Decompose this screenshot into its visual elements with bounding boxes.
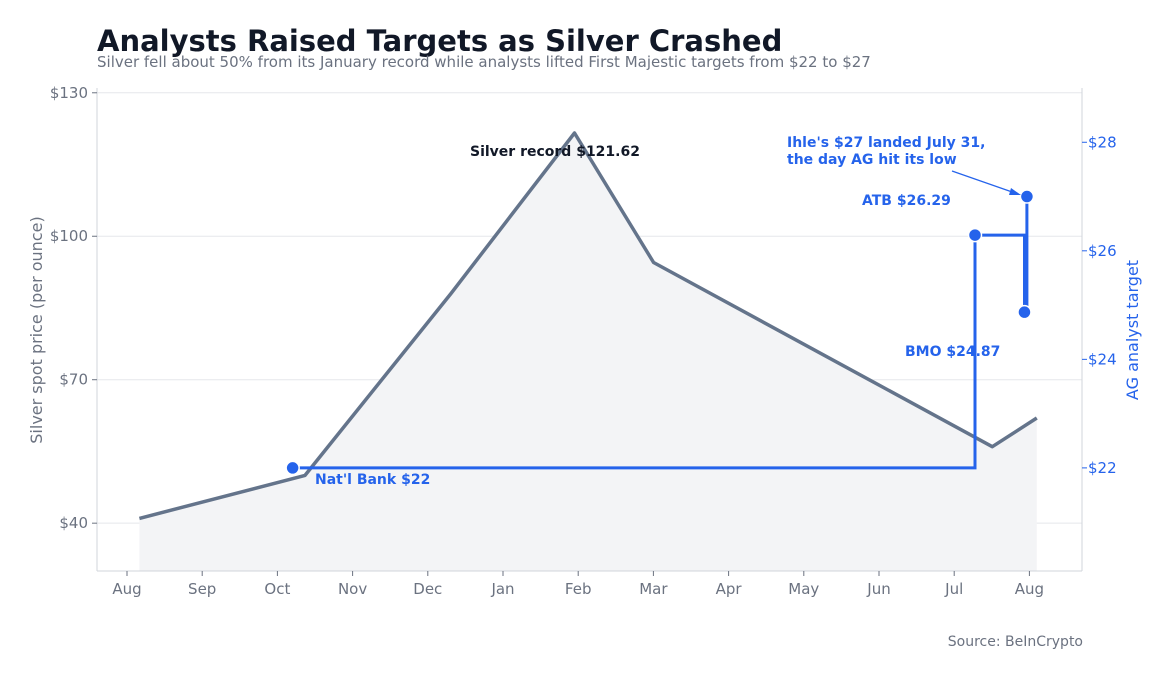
chart-title: Analysts Raised Targets as Silver Crashe…	[97, 24, 783, 58]
target-marker	[285, 460, 300, 476]
left-tick-label: $100	[50, 227, 88, 245]
annotation-bmo: BMO $24.87	[905, 344, 1000, 360]
source-note: Source: BeInCrypto	[947, 634, 1083, 650]
x-tick-label: Nov	[338, 580, 367, 598]
silver-area-fill	[139, 133, 1037, 571]
right-axis-ticks: $22 $24 $26 $28	[1082, 133, 1117, 477]
right-tick-label: $26	[1088, 242, 1117, 260]
left-tick-label: $40	[59, 514, 88, 532]
x-tick-label: Aug	[1015, 580, 1044, 598]
left-tick-label: $70	[59, 371, 88, 389]
x-tick-label: Apr	[716, 580, 743, 598]
left-axis-label: Silver spot price (per ounce)	[27, 216, 46, 443]
annotation-ihle-line2: the day AG hit its low	[787, 152, 957, 168]
target-marker	[1019, 189, 1035, 204]
chart-subtitle: Silver fell about 50% from its January r…	[97, 53, 871, 71]
x-tick-label: Jan	[490, 580, 514, 598]
x-tick-label: Oct	[264, 580, 290, 598]
annotation-natl-bank: Nat'l Bank $22	[315, 472, 430, 488]
target-marker	[967, 227, 983, 243]
right-tick-label: $24	[1088, 350, 1117, 368]
right-axis-label: AG analyst target	[1123, 260, 1142, 400]
x-tick-label: Dec	[413, 580, 442, 598]
x-tick-label: Jun	[866, 580, 890, 598]
annotation-ihle-arrow	[951, 170, 1016, 194]
x-tick-label: Sep	[188, 580, 216, 598]
left-tick-label: $130	[50, 84, 88, 102]
x-tick-label: May	[788, 580, 819, 598]
annotation-ihle-arrowhead	[1009, 188, 1021, 195]
right-tick-label: $28	[1088, 133, 1117, 151]
x-axis-ticks: Aug Sep Oct Nov Dec Jan Feb Mar Apr May Jun Jul Aug	[112, 571, 1044, 598]
x-tick-label: Aug	[112, 580, 141, 598]
left-axis-ticks: $40 $70 $100 $130	[50, 84, 97, 532]
x-tick-label: Jul	[944, 580, 963, 598]
silver-price-line	[138, 131, 1038, 521]
x-tick-label: Feb	[565, 580, 592, 598]
x-tick-label: Mar	[639, 580, 668, 598]
target-marker	[1017, 304, 1032, 320]
annotation-atb: ATB $26.29	[862, 193, 951, 209]
right-tick-label: $22	[1088, 459, 1117, 477]
target-markers	[285, 189, 1035, 476]
annotation-silver-record: Silver record $121.62	[470, 144, 640, 160]
annotation-ihle-line1: Ihle's $27 landed July 31,	[787, 135, 985, 151]
